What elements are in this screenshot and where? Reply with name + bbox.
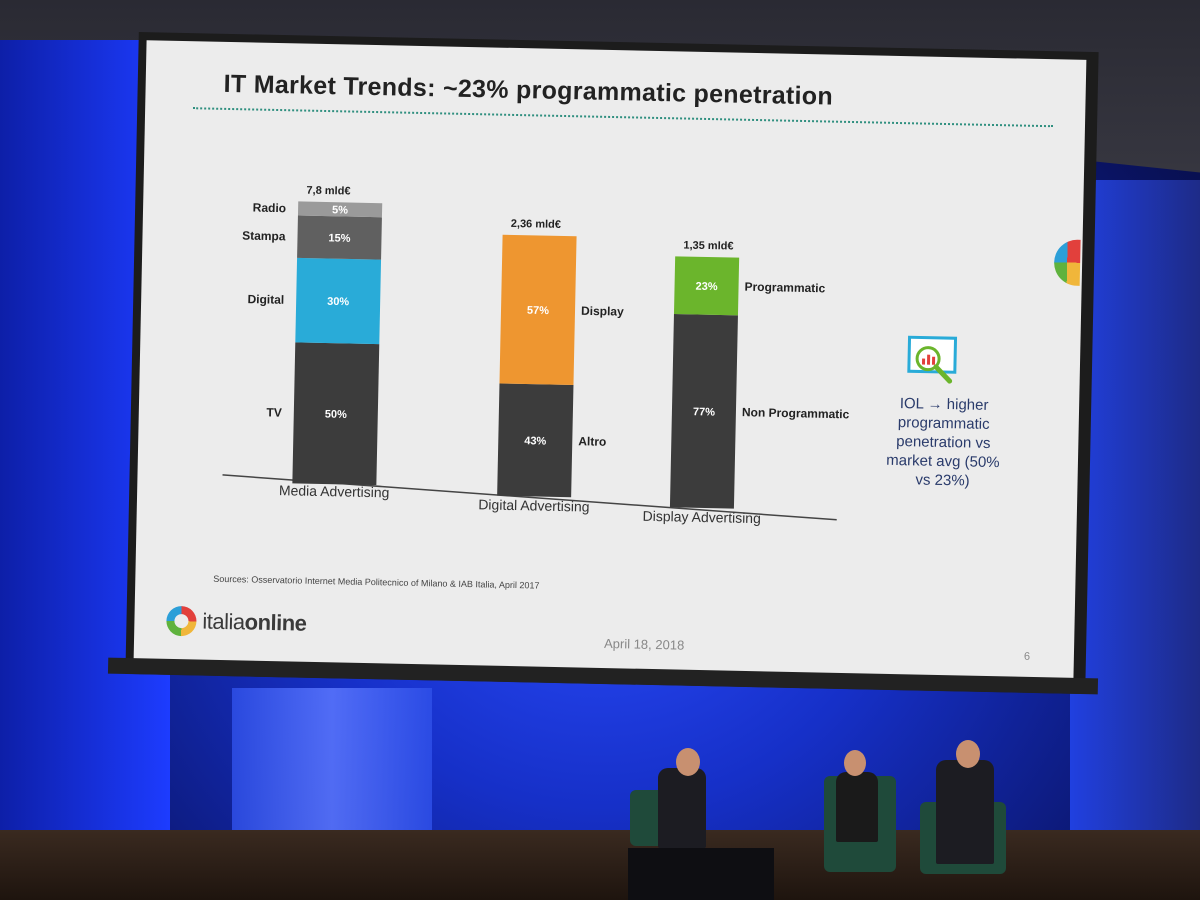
speaker-left-head xyxy=(676,748,700,776)
bar-total-label: 1,35 mld€ xyxy=(683,240,733,253)
page-number: 6 xyxy=(1023,650,1031,663)
category-label: Display Advertising xyxy=(642,508,761,526)
brand-logo: italiaonline xyxy=(166,604,307,641)
stage-monitor xyxy=(628,848,774,900)
segment-value-label: 77% xyxy=(693,406,715,418)
magnifier-chart-icon xyxy=(907,335,958,384)
slide: IT Market Trends: ~23% programmatic pene… xyxy=(133,40,1087,680)
stage-floor xyxy=(0,830,1200,900)
segment-name-label: TV xyxy=(266,405,282,419)
bar-segment-radio xyxy=(297,201,383,218)
bar-total-label: 7,8 mld€ xyxy=(306,185,350,198)
bar-segment-programmatic xyxy=(673,256,740,316)
iol-note: IOL → higher programmatic penetration vs… xyxy=(886,395,1000,490)
brand-prefix: italia xyxy=(202,608,245,635)
brand-name: italiaonline xyxy=(202,609,307,637)
segment-name-label: Programmatic xyxy=(744,280,825,296)
italiaonline-logo-icon xyxy=(166,605,197,637)
segment-value-label: 5% xyxy=(332,204,348,216)
bar-segment-digital xyxy=(295,257,382,345)
speaker-right-head xyxy=(956,740,980,768)
bar-segment-altro xyxy=(497,383,574,498)
bar-segment-tv xyxy=(292,342,380,486)
bar-segment-non-programmatic xyxy=(669,314,738,509)
speaker-middle xyxy=(836,772,878,842)
segment-value-label: 43% xyxy=(524,435,546,447)
speaker-middle-head xyxy=(844,750,866,776)
category-label: Digital Advertising xyxy=(478,496,590,514)
speaker-left xyxy=(658,768,706,848)
segment-value-label: 23% xyxy=(695,281,717,293)
bar-segment-stampa xyxy=(297,215,382,260)
segment-name-label: Radio xyxy=(253,201,287,216)
segment-name-label: Display xyxy=(581,304,624,319)
brand-suffix: online xyxy=(244,609,307,636)
stacked-bar-chart: 50% TV 30% Digital 15% Stampa 5% Radio 7,8 mld€ M… xyxy=(222,185,850,526)
speaker-right xyxy=(936,760,994,864)
segment-value-label: 57% xyxy=(527,305,549,317)
segment-value-label: 30% xyxy=(327,296,349,308)
bar-total-label: 2,36 mld€ xyxy=(511,218,561,231)
segment-name-label: Altro xyxy=(578,434,606,449)
segment-name-label: Stampa xyxy=(242,229,286,244)
segment-name-label: Non Programmatic xyxy=(742,405,850,421)
segment-name-label: Digital xyxy=(247,292,284,307)
segment-value-label: 15% xyxy=(328,232,350,244)
category-label: Media Advertising xyxy=(279,482,390,500)
segment-value-label: 50% xyxy=(325,409,347,421)
slide-date: April 18, 2018 xyxy=(603,635,685,653)
bar-segment-display xyxy=(499,234,577,386)
